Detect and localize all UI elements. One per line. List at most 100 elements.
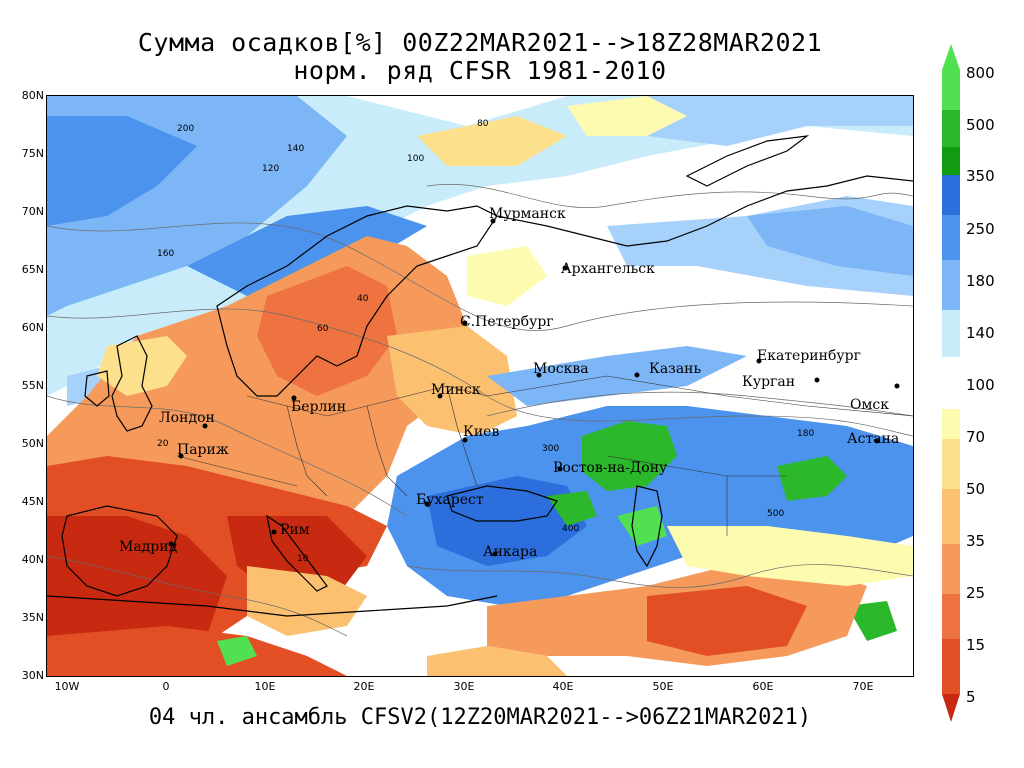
city-dot-omsk bbox=[894, 383, 900, 389]
colorbar-segment-120 bbox=[942, 310, 960, 357]
contour-labels: 200 140 120 80 100 160 60 40 20 300 400 … bbox=[157, 119, 814, 564]
caspian-green bbox=[617, 506, 667, 546]
lon-label-70e: 70E bbox=[852, 680, 874, 693]
aral-pale bbox=[667, 526, 913, 586]
city-dot-paris bbox=[178, 453, 184, 459]
contour-label: 40 bbox=[357, 294, 369, 304]
colorbar bbox=[942, 44, 960, 722]
city-dot-murmansk bbox=[490, 218, 496, 224]
city-label-kazan: Казань bbox=[649, 361, 701, 377]
colorbar-segment-180 bbox=[942, 215, 960, 260]
city-label-paris: Париж bbox=[177, 442, 229, 458]
lon-label-0: 0 bbox=[162, 680, 170, 693]
city-label-kurgan: Курган bbox=[742, 374, 795, 390]
caucasus-green bbox=[547, 491, 597, 526]
colorbar-label-140: 140 bbox=[966, 324, 995, 342]
kara-sea-blue bbox=[647, 96, 913, 146]
scandinavia-deep-orange bbox=[257, 266, 397, 396]
colorbar-label-250: 250 bbox=[966, 220, 995, 238]
city-label-bucharest: Бухарест bbox=[416, 492, 484, 508]
city-dot-minsk bbox=[437, 393, 443, 399]
chart-title: Сумма осадков[%] 00Z22MAR2021-->18Z28MAR… bbox=[137, 28, 823, 57]
colorbar-label-350: 350 bbox=[966, 167, 995, 185]
north-africa-red bbox=[47, 626, 347, 676]
city-dot-ankara bbox=[492, 551, 498, 557]
colorbar-top-arrow bbox=[942, 44, 960, 70]
karelia-pale bbox=[467, 246, 547, 306]
contour-label: 10 bbox=[297, 554, 309, 564]
contour-label: 180 bbox=[797, 429, 814, 439]
city-dot-rome bbox=[271, 529, 277, 535]
city-dot-madrid bbox=[168, 541, 174, 547]
eastern-europe-light-orange bbox=[387, 326, 517, 436]
don-green bbox=[582, 421, 677, 491]
barents-pale bbox=[567, 96, 687, 136]
contour-label: 20 bbox=[157, 439, 169, 449]
colorbar-segment-140 bbox=[942, 260, 960, 310]
colorbar-segment-10 bbox=[942, 639, 960, 694]
colorbar-segment-250 bbox=[942, 175, 960, 215]
colorbar-segment-50 bbox=[942, 439, 960, 489]
city-label-moscow: Москва bbox=[533, 361, 589, 377]
city-label-berlin: Берлин bbox=[291, 399, 346, 415]
lat-label-30n: 30N bbox=[21, 669, 44, 682]
city-label-rostov: Ростов-на-Дону bbox=[553, 460, 668, 476]
colorbar-segment-15 bbox=[942, 594, 960, 639]
lat-label-60n: 60N bbox=[21, 321, 44, 334]
city-label-murmansk: Мурманск bbox=[489, 206, 566, 222]
colorbar-label-35: 35 bbox=[966, 532, 986, 550]
contour-label: 80 bbox=[477, 119, 489, 129]
lon-label-30e: 30E bbox=[453, 680, 475, 693]
city-label-astana: Астана bbox=[847, 431, 899, 447]
contour-label: 500 bbox=[767, 509, 784, 519]
iran-red bbox=[647, 586, 807, 656]
barents-yellow bbox=[417, 116, 567, 166]
colorbar-label-800: 800 bbox=[966, 64, 995, 82]
coastlines bbox=[47, 135, 913, 617]
colorbar-label-5: 5 bbox=[966, 688, 976, 706]
colorbar-segment-70 bbox=[942, 409, 960, 439]
borders bbox=[176, 375, 913, 536]
city-label-arkhangelsk: Архангельск bbox=[561, 261, 655, 277]
lat-label-50n: 50N bbox=[21, 437, 44, 450]
atlantic-deep-blue bbox=[47, 116, 197, 226]
colorbar-label-100: 100 bbox=[966, 376, 995, 394]
lat-label-75n: 75N bbox=[21, 147, 44, 160]
egypt-light-orange bbox=[427, 646, 567, 676]
afghan-green bbox=[847, 601, 897, 641]
city-dot-kazan bbox=[634, 372, 640, 378]
colorbar-segment-350 bbox=[942, 147, 960, 175]
city-dot-astana bbox=[874, 438, 880, 444]
city-dot-kurgan bbox=[814, 377, 820, 383]
contour-label: 200 bbox=[177, 124, 194, 134]
city-label-kyiv: Киев bbox=[463, 424, 499, 440]
lat-label-80n: 80N bbox=[21, 89, 44, 102]
city-dot-moscow bbox=[536, 372, 542, 378]
siberia-blue bbox=[747, 206, 913, 276]
city-markers: Мурманск Архангельск С.Петербург Москва … bbox=[119, 206, 900, 560]
chart-subtitle: норм. ряд CFSR 1981-2010 bbox=[293, 56, 667, 85]
contour-label: 300 bbox=[542, 444, 559, 454]
colorbar-label-15: 15 bbox=[966, 636, 986, 654]
map-canvas: 200 140 120 80 100 160 60 40 20 300 400 … bbox=[47, 96, 913, 676]
lat-label-70n: 70N bbox=[21, 205, 44, 218]
city-label-ankara: Анкара bbox=[483, 544, 537, 560]
lat-label-45n: 45N bbox=[21, 495, 44, 508]
contour-label: 400 bbox=[562, 524, 579, 534]
colorbar-label-180: 180 bbox=[966, 272, 995, 290]
city-label-spb: С.Петербург bbox=[460, 314, 554, 330]
colorbar-label-70: 70 bbox=[966, 428, 986, 446]
city-dot-spb bbox=[462, 320, 468, 326]
lon-label-60e: 60E bbox=[752, 680, 774, 693]
colorbar-label-500: 500 bbox=[966, 116, 995, 134]
colorbar-segment-800 bbox=[942, 70, 960, 110]
lat-label-55n: 55N bbox=[21, 379, 44, 392]
contour-label: 160 bbox=[157, 249, 174, 259]
colorbar-bottom-arrow bbox=[942, 694, 960, 722]
city-dot-rostov bbox=[557, 466, 563, 472]
colorbar-segment-25 bbox=[942, 544, 960, 594]
colorbar-segment-500 bbox=[942, 110, 960, 147]
lat-label-40n: 40N bbox=[21, 553, 44, 566]
city-label-minsk: Минск bbox=[431, 382, 481, 398]
city-dot-kyiv bbox=[462, 437, 468, 443]
